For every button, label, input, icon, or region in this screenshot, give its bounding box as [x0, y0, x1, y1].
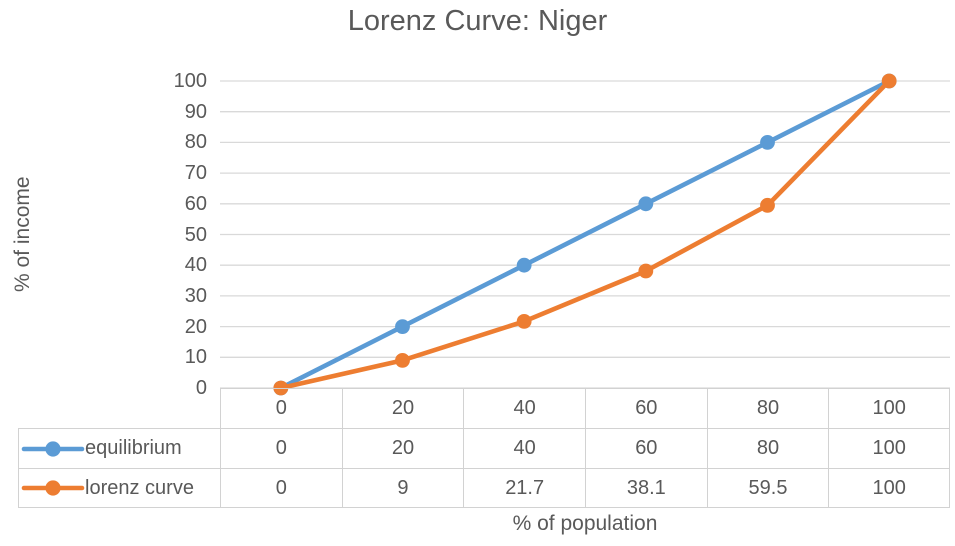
table-value-cell: 38.1	[584, 468, 707, 508]
table-value-cell: 40	[463, 428, 585, 468]
data-point-lorenz-curve	[516, 313, 532, 329]
y-tick-label: 50	[184, 223, 207, 246]
y-tick-label: 40	[184, 254, 207, 277]
legend-key-lorenz-curve: lorenz curve	[18, 468, 220, 508]
data-point-lorenz-curve	[395, 352, 410, 368]
data-point-lorenz-curve	[881, 73, 897, 89]
table-value-cell: 80	[706, 428, 829, 468]
data-point-lorenz-curve	[760, 197, 775, 213]
data-point-equilibrium	[516, 257, 532, 273]
series-line-equilibrium	[278, 78, 892, 391]
y-tick-label: 60	[184, 192, 207, 215]
data-point-equilibrium	[760, 135, 775, 150]
y-tick-label: 10	[184, 346, 207, 369]
legend-label: lorenz curve	[85, 476, 194, 499]
table-value-cell: 21.7	[463, 468, 585, 508]
table-value-cell: 0	[220, 428, 342, 468]
legend-marker-icon	[21, 440, 85, 457]
y-tick-label: 30	[184, 284, 207, 307]
legend-marker-icon	[21, 480, 85, 496]
y-tick-label: 20	[184, 315, 207, 338]
x-category-label: 100	[828, 388, 950, 428]
y-tick-label: 80	[184, 131, 207, 154]
chart-title: Lorenz Curve: Niger	[347, 5, 608, 37]
data-point-equilibrium	[395, 319, 410, 334]
x-category-label: 80	[706, 388, 829, 428]
legend-key-equilibrium: equilibrium	[18, 428, 220, 468]
table-value-cell: 20	[341, 428, 464, 468]
table-value-cell: 9	[341, 468, 464, 508]
table-value-cell: 60	[584, 428, 707, 468]
table-value-cell: 100	[828, 468, 950, 508]
data-point-lorenz-curve	[638, 263, 654, 279]
y-tick-label: 100	[173, 70, 207, 92]
x-category-label: 20	[341, 388, 464, 428]
table-value-cell: 100	[828, 428, 950, 468]
x-axis-title: % of population	[512, 512, 658, 535]
x-category-label: 0	[220, 388, 342, 428]
x-category-label: 40	[463, 388, 585, 428]
x-category-label: 60	[584, 388, 707, 428]
series-line-lorenz-curve	[278, 78, 892, 391]
table-value-cell: 0	[220, 468, 342, 508]
table-corner-spacer	[18, 388, 220, 428]
table-value-cell: 59.5	[706, 468, 829, 508]
y-tick-label: 70	[184, 162, 207, 185]
data-point-equilibrium	[638, 196, 654, 212]
y-tick-label: 0	[195, 377, 207, 399]
y-tick-label: 90	[184, 100, 207, 123]
legend-label: equilibrium	[85, 437, 182, 459]
data-table: 0 20 40 60 80 100 equilibrium 0 20 40 60 80 100 loren…	[18, 388, 950, 508]
